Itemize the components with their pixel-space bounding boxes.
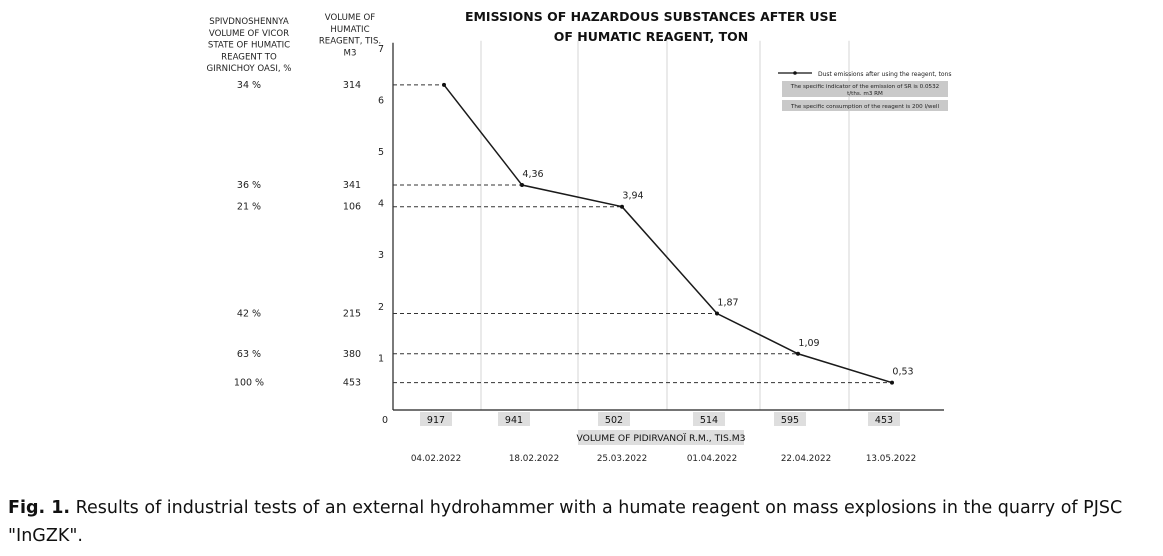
x-volume-labels: 917 941 502 514 595 453	[420, 412, 900, 426]
data-point	[520, 183, 524, 188]
y-tick-label: 5	[378, 147, 384, 158]
reagent-volume: 380	[343, 349, 361, 360]
legend-note-line: The specific consumption of the reagent …	[790, 104, 939, 110]
x-volume-box	[498, 412, 530, 426]
data-labels: 4,36 3,94 1,87 1,09 0,53	[522, 169, 913, 378]
caption-label: Fig. 1.	[8, 498, 71, 518]
legend-note-line: The specific indicator of the emission o…	[790, 84, 939, 90]
ratio-percent: 100 %	[234, 378, 264, 389]
x-volume-label: 941	[505, 415, 523, 426]
x-volume-label: 502	[605, 415, 623, 426]
x-axis-label-text: VOLUME OF PIDIRVANOÏ R.M., TIS.M3	[577, 433, 746, 444]
series-line	[443, 84, 893, 384]
data-label: 1,87	[717, 298, 738, 309]
emissions-chart: EMISSIONS OF HAZARDOUS SUBSTANCES AFTER …	[207, 9, 952, 464]
x-volume-box	[868, 412, 900, 426]
reagent-volume: 453	[343, 378, 361, 389]
data-point	[442, 82, 446, 87]
x-volume-box	[420, 412, 452, 426]
origin-label: 0	[382, 415, 388, 426]
ratio-header-line: REAGENT TO	[221, 52, 277, 62]
x-volume-box	[598, 412, 630, 426]
x-date-labels: 04.02.2022 18.02.2022 25.03.2022 01.04.2022…	[411, 454, 916, 464]
ratio-header-line: GIRNICHOY OASI, %	[207, 64, 292, 74]
x-date-label: 13.05.2022	[866, 454, 916, 464]
series-line-group	[443, 84, 893, 384]
data-point	[796, 351, 800, 356]
x-date-label: 01.04.2022	[687, 454, 737, 464]
x-volume-box	[774, 412, 806, 426]
x-date-label: 18.02.2022	[509, 454, 559, 464]
legend-series-label: Dust emissions after using the reagent, …	[818, 71, 952, 78]
volume-header-line: REAGENT, TIS.	[319, 37, 381, 47]
ratio-percent: 36 %	[237, 180, 261, 191]
ratio-header-line: VOLUME OF VICOR	[209, 29, 289, 39]
chart-title-line: EMISSIONS OF HAZARDOUS SUBSTANCES AFTER …	[465, 9, 837, 24]
x-axis-label: VOLUME OF PIDIRVANOÏ R.M., TIS.M3	[577, 430, 746, 445]
chart-title-line: OF HUMATIC REAGENT, TON	[554, 29, 749, 44]
reagent-volume: 341	[343, 180, 361, 191]
data-label: 0,53	[892, 367, 913, 378]
reagent-volume: 106	[343, 202, 361, 213]
reagent-volume: 314	[343, 80, 361, 91]
x-volume-label: 595	[781, 415, 799, 426]
dashed-guides	[393, 84, 892, 384]
volume-header-line: M3	[344, 48, 357, 58]
volume-header-line: HUMATIC	[330, 25, 369, 35]
x-date-label: 22.04.2022	[781, 454, 831, 464]
x-volume-label: 514	[700, 415, 718, 426]
ratio-percent: 21 %	[237, 202, 261, 213]
legend-note-box	[782, 100, 948, 111]
y-tick-labels: 1 2 3 4 5 6 7 0	[378, 44, 388, 426]
left-row-values: 34 % 314 36 % 341 21 % 106 42 % 215 63 % 380 100 %…	[234, 80, 361, 389]
caption-text: Results of industrial tests of an extern…	[8, 498, 1123, 546]
data-label: 3,94	[622, 191, 643, 202]
data-point	[715, 311, 719, 316]
legend-note-line: t/ths. m3 RM	[847, 91, 883, 97]
x-volume-label: 917	[427, 415, 445, 426]
x-volume-box	[693, 412, 725, 426]
axes	[392, 42, 944, 411]
x-date-label: 04.02.2022	[411, 454, 461, 464]
legend-point-swatch	[793, 71, 797, 75]
ratio-header-line: STATE OF HUMATIC	[208, 41, 290, 51]
legend-note-box	[782, 81, 948, 97]
data-point	[890, 380, 894, 385]
data-label: 4,36	[522, 169, 543, 180]
volume-header-line: VOLUME OF	[325, 13, 375, 23]
legend: Dust emissions after using the reagent, …	[778, 71, 952, 111]
series-points	[442, 82, 894, 385]
x-date-label: 25.03.2022	[597, 454, 647, 464]
y-tick-label: 1	[378, 353, 384, 364]
left-column-headers: SPIVDNOSHENNYA VOLUME OF VICOR STATE OF HU…	[207, 13, 382, 74]
y-tick-label: 7	[378, 44, 384, 55]
x-axis-label-box	[578, 430, 744, 445]
chart-title: EMISSIONS OF HAZARDOUS SUBSTANCES AFTER …	[465, 9, 837, 44]
ratio-percent: 63 %	[237, 349, 261, 360]
ratio-percent: 42 %	[237, 309, 261, 320]
x-volume-label: 453	[875, 415, 893, 426]
ratio-percent: 34 %	[237, 80, 261, 91]
ratio-header-line: SPIVDNOSHENNYA	[209, 17, 289, 27]
y-tick-label: 3	[378, 250, 384, 261]
y-tick-label: 2	[378, 302, 384, 313]
data-point	[620, 204, 624, 209]
figure-caption: Fig. 1. Results of industrial tests of a…	[8, 494, 1158, 550]
y-tick-label: 4	[378, 199, 384, 210]
data-label: 1,09	[798, 338, 819, 349]
reagent-volume: 215	[343, 309, 361, 320]
y-tick-label: 6	[378, 95, 384, 106]
